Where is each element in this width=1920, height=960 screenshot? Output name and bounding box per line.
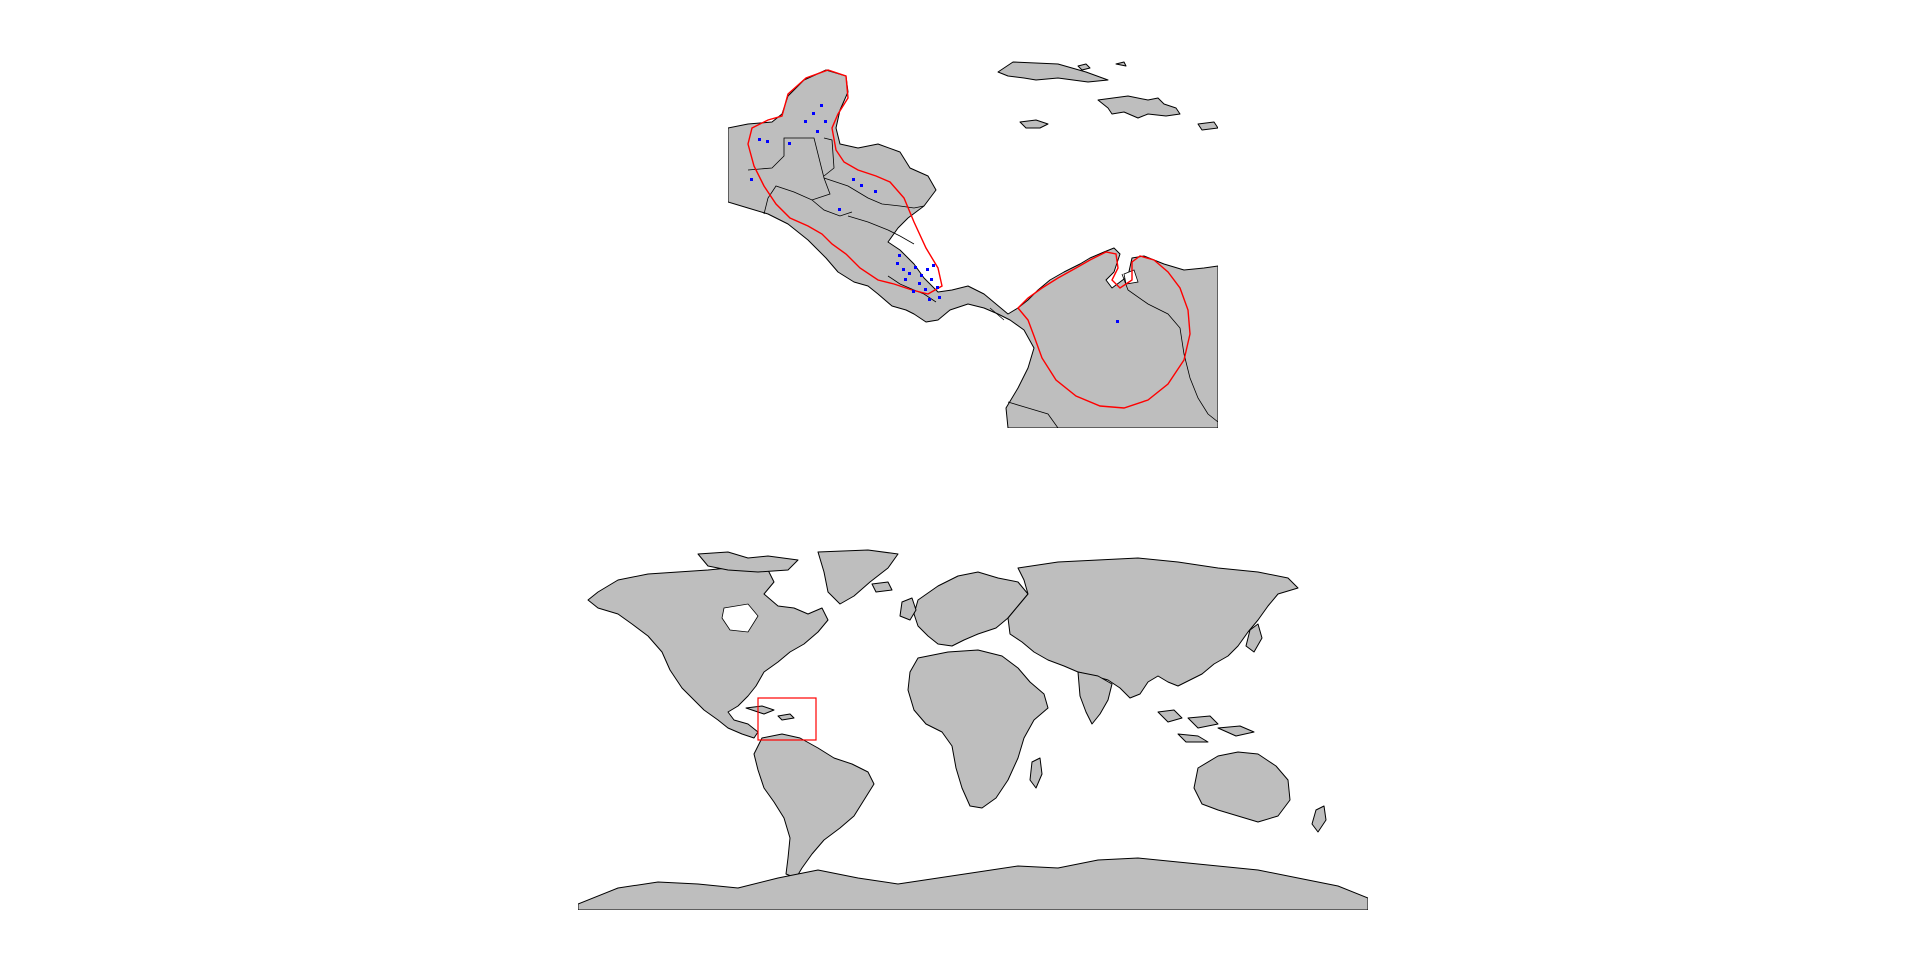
occurrence-point xyxy=(902,268,905,271)
occurrence-point xyxy=(928,298,931,301)
landmass-north-america xyxy=(587,565,829,739)
occurrence-point xyxy=(920,274,923,277)
landmass-british-isles xyxy=(899,597,917,621)
landmass-antarctica xyxy=(578,857,1368,910)
occurrence-point xyxy=(924,288,927,291)
hudson-bay xyxy=(721,603,759,633)
landmass-south-america xyxy=(753,733,875,879)
occurrence-point xyxy=(766,140,769,143)
border-belize xyxy=(823,137,835,177)
occurrence-point xyxy=(750,178,753,181)
occurrence-point xyxy=(874,190,877,193)
occurrence-point xyxy=(816,130,819,133)
landmass-central-america xyxy=(728,69,1218,428)
landmass-madagascar xyxy=(1029,757,1043,789)
border-el-salvador xyxy=(811,199,853,217)
landmass-jamaica xyxy=(1019,119,1049,129)
landmass-puerto-rico xyxy=(1197,121,1218,131)
range-outline-south xyxy=(1017,251,1191,409)
occurrence-point xyxy=(936,286,939,289)
occurrence-point xyxy=(904,278,907,281)
landmass-europe xyxy=(913,571,1029,647)
occurrence-point xyxy=(898,254,901,257)
occurrence-point xyxy=(788,142,791,145)
landmass-india xyxy=(1077,671,1113,725)
occurrence-point xyxy=(896,262,899,265)
occurrence-point xyxy=(804,120,807,123)
landmass-indonesia xyxy=(1157,709,1255,743)
occurrence-point xyxy=(852,178,855,181)
occurrence-point xyxy=(838,208,841,211)
occurrence-point xyxy=(824,120,827,123)
landmass-new-zealand xyxy=(1311,805,1327,833)
occurrence-point xyxy=(912,290,915,293)
landmass-bahamas xyxy=(1077,61,1127,71)
occurrence-points xyxy=(750,104,1119,323)
landmass-asia xyxy=(1007,557,1299,699)
landmass-africa xyxy=(907,649,1049,809)
world-overview-map xyxy=(578,549,1368,910)
occurrence-point xyxy=(932,264,935,267)
occurrence-point xyxy=(938,296,941,299)
occurrence-point xyxy=(820,104,823,107)
landmass-cuba xyxy=(997,61,1109,83)
landmass-australia xyxy=(1193,751,1291,823)
world-overview-panel xyxy=(578,548,1368,910)
landmass-caribbean xyxy=(745,705,795,721)
selected-extent-box xyxy=(757,697,817,741)
border-colombia-venezuela xyxy=(1121,273,1218,423)
landmass-hispaniola xyxy=(1097,95,1181,119)
landmass-iceland xyxy=(871,581,893,593)
border-honduras xyxy=(823,177,925,209)
range-outline-north xyxy=(747,69,943,295)
border-nicaragua xyxy=(847,215,915,245)
occurrence-point xyxy=(930,278,933,281)
occurrence-point xyxy=(908,272,911,275)
occurrence-point xyxy=(914,266,917,269)
occurrence-point xyxy=(812,112,815,115)
occurrence-point xyxy=(918,282,921,285)
landmass-japan xyxy=(1245,623,1263,653)
occurrence-point xyxy=(860,184,863,187)
occurrence-point xyxy=(926,268,929,271)
lake-maracaibo xyxy=(1123,269,1139,285)
regional-map xyxy=(728,61,1218,428)
occurrence-point xyxy=(1116,320,1119,323)
border-panama-colombia xyxy=(989,307,1005,321)
landmass-greenland xyxy=(817,549,899,605)
regional-map-panel xyxy=(728,58,1218,428)
border-colombia-ecuador xyxy=(1007,401,1059,428)
occurrence-point xyxy=(758,138,761,141)
landmass-arctic-islands xyxy=(697,551,799,573)
